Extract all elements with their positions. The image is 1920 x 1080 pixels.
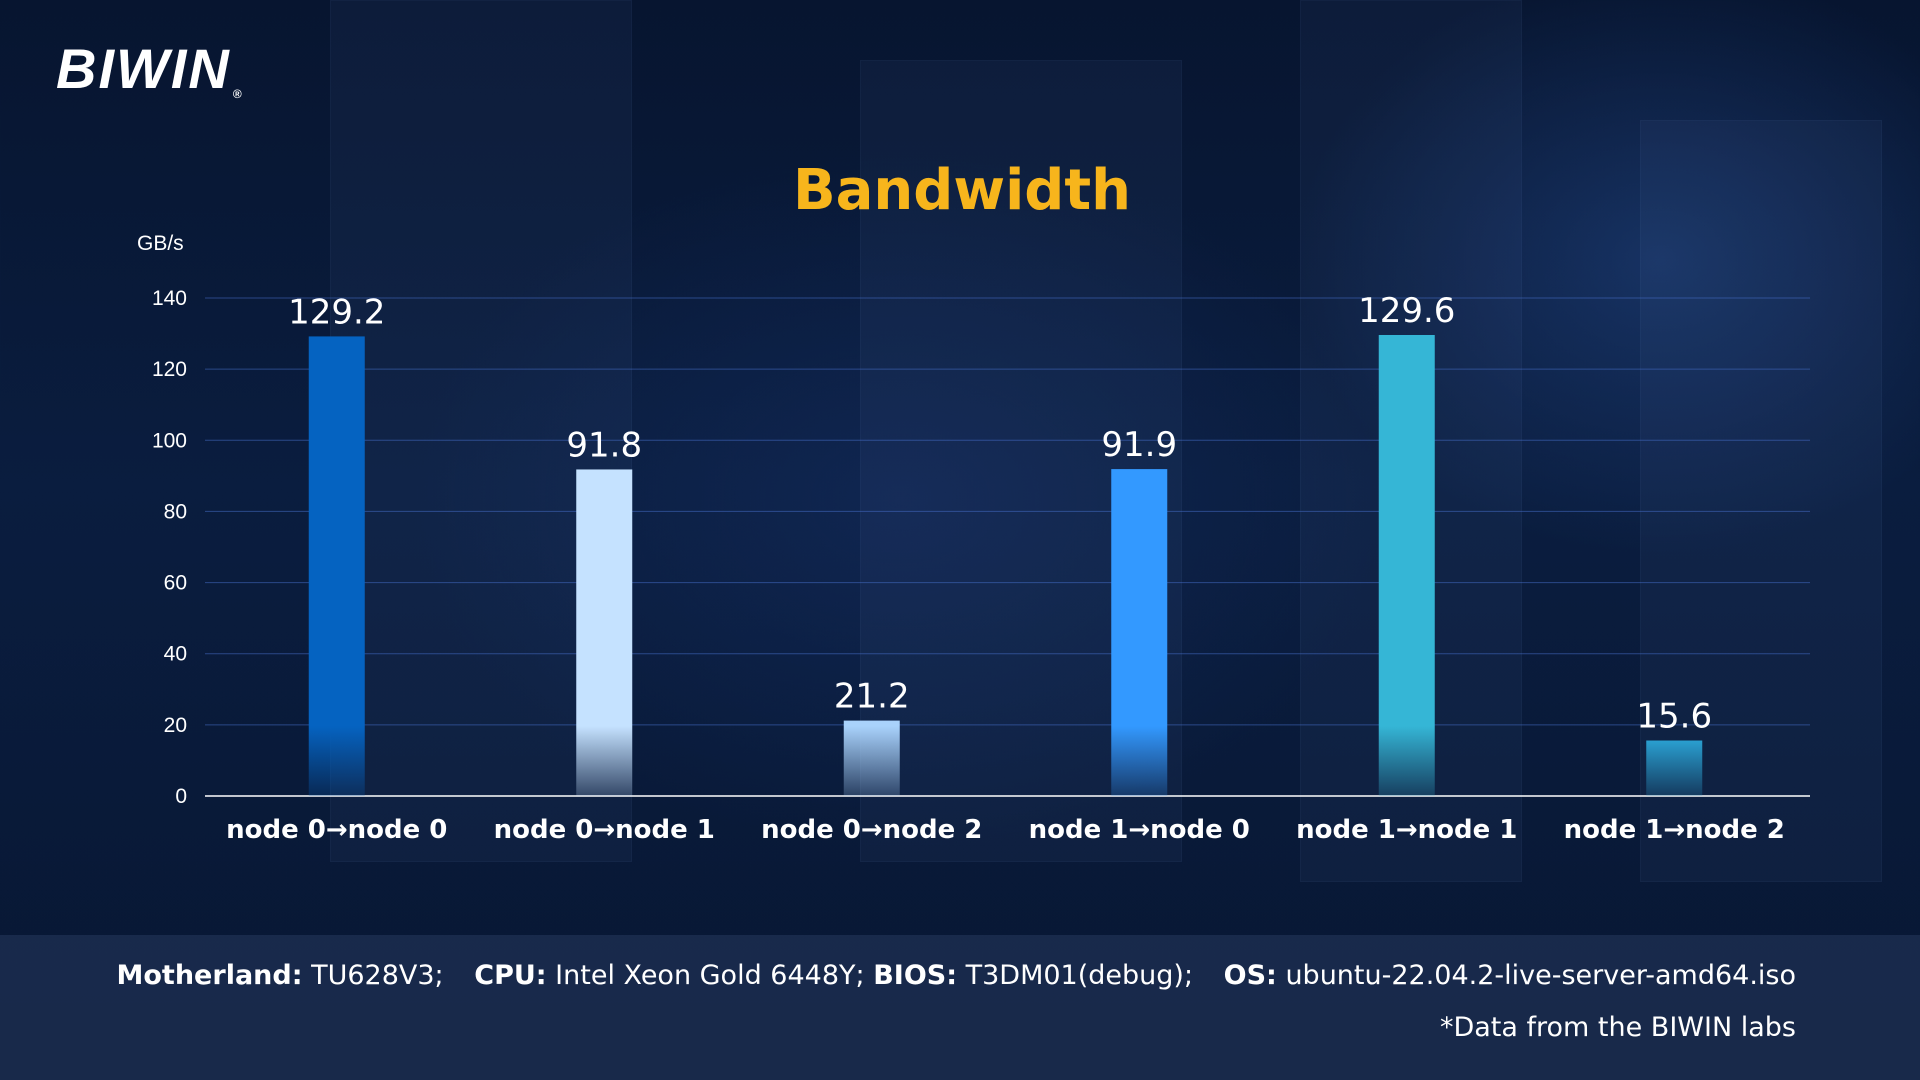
value-label-4: 91.9: [1101, 425, 1177, 465]
bar-1: [308, 336, 365, 796]
category-label-6: node 1→node 2: [1564, 815, 1785, 845]
value-label-1: 129.2: [288, 292, 385, 332]
value-label-5: 129.6: [1358, 291, 1455, 331]
spec-os-key: OS:: [1223, 960, 1277, 991]
category-label-5: node 1→node 1: [1296, 815, 1517, 845]
category-label-4: node 1→node 0: [1029, 815, 1250, 845]
spec-cpu-value: Intel Xeon Gold 6448Y;: [555, 960, 865, 991]
logo-text: BIWIN: [56, 37, 231, 100]
y-tick-label-140: 140: [152, 287, 187, 310]
bar-3: [843, 720, 900, 796]
footer-bar: [0, 935, 1920, 1080]
bar-6: [1646, 740, 1703, 796]
chart-title: Bandwidth: [792, 158, 1132, 223]
value-label-6: 15.6: [1636, 697, 1712, 737]
y-tick-label-60: 60: [164, 572, 187, 595]
y-tick-label-20: 20: [164, 714, 187, 737]
value-label-2: 91.8: [566, 425, 642, 465]
spec-cpu-key: CPU:: [474, 960, 547, 991]
y-tick-label-40: 40: [164, 643, 187, 666]
bar-2: [576, 469, 633, 796]
spec-os-value: ubuntu-22.04.2-live-server-amd64.iso: [1285, 960, 1796, 991]
category-label-3: node 0→node 2: [761, 815, 982, 845]
spec-motherland-value: TU628V3;: [311, 960, 444, 991]
category-label-1: node 0→node 0: [226, 815, 447, 845]
bandwidth-bar-chart: GB/s 0 20 40 60 80 100 120 140 129.2 node 0→node …: [137, 232, 1810, 845]
system-specs: Motherland: TU628V3; CPU: Intel Xeon Gol…: [117, 960, 1796, 991]
y-tick-label-100: 100: [152, 429, 187, 452]
biwin-logo: BIWIN ®: [56, 36, 244, 101]
y-tick-label-80: 80: [164, 500, 187, 523]
y-tick-label-0: 0: [175, 785, 187, 808]
category-label-2: node 0→node 1: [494, 815, 715, 845]
bar-5: [1378, 334, 1435, 796]
y-tick-label-120: 120: [152, 358, 187, 381]
bar-4: [1111, 469, 1168, 796]
y-axis-unit-label: GB/s: [137, 232, 184, 255]
logo-registered-mark: ®: [232, 87, 244, 101]
spec-motherland-key: Motherland:: [116, 960, 303, 991]
value-label-3: 21.2: [834, 677, 910, 717]
data-source-note: *Data from the BIWIN labs: [1439, 1012, 1796, 1043]
spec-bios-value: T3DM01(debug);: [965, 960, 1194, 991]
spec-bios-key: BIOS:: [873, 960, 958, 991]
